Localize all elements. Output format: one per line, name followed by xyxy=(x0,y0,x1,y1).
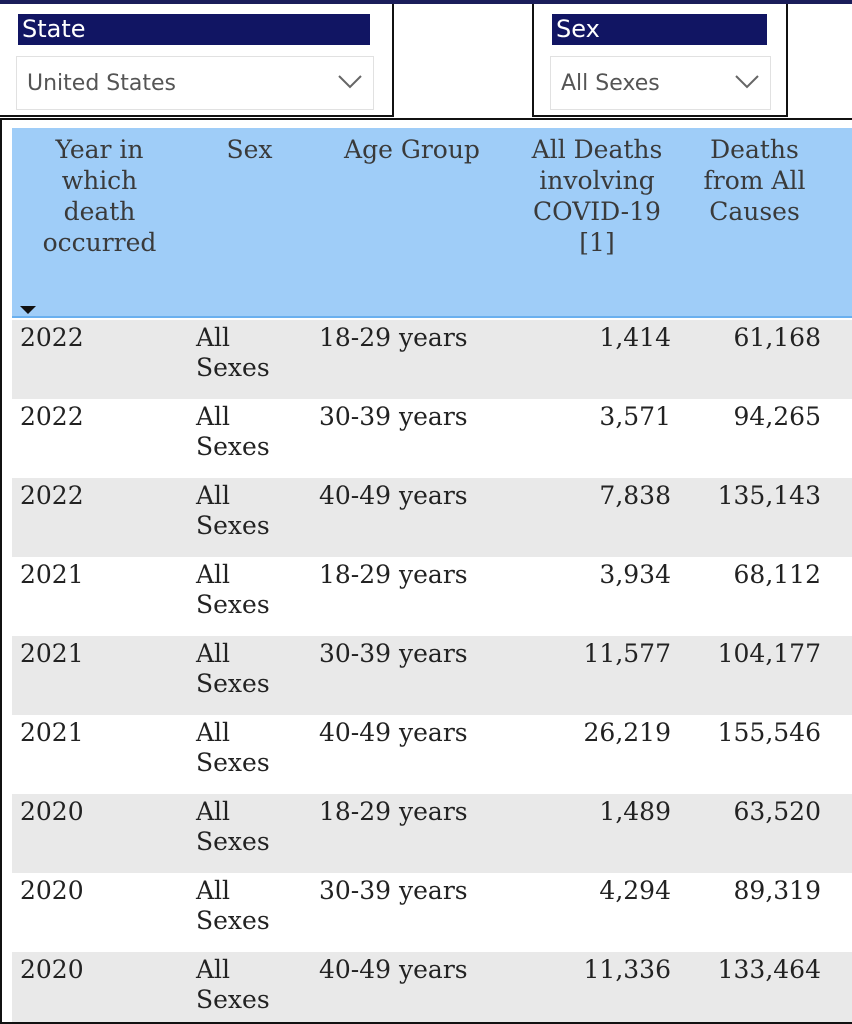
cell-year: 2020 xyxy=(20,797,84,826)
cell-all-deaths: 155,546 xyxy=(717,718,821,747)
table-row: 2020 All Sexes 40-49 years 11,336 133,46… xyxy=(12,952,852,1022)
cell-age-group: 40-49 years xyxy=(319,481,468,510)
cell-covid-deaths: 1,489 xyxy=(599,797,671,826)
column-header-age-group[interactable]: Age Group xyxy=(344,135,480,164)
cell-covid-deaths: 26,219 xyxy=(583,718,671,747)
cell-age-group: 40-49 years xyxy=(319,955,468,984)
cell-year: 2022 xyxy=(20,323,84,352)
cell-sex: All Sexes xyxy=(196,402,270,461)
chevron-down-icon[interactable] xyxy=(337,71,363,91)
table-body: 2022 All Sexes 18-29 years 1,414 61,168 … xyxy=(12,320,852,1022)
cell-covid-deaths: 11,577 xyxy=(583,639,671,668)
table-row: 2022 All Sexes 18-29 years 1,414 61,168 xyxy=(12,320,852,399)
cell-sex: All Sexes xyxy=(196,876,270,935)
state-slicer: State United States xyxy=(0,4,394,117)
cell-age-group: 30-39 years xyxy=(319,639,468,668)
cell-all-deaths: 133,464 xyxy=(717,955,821,984)
table-row: 2020 All Sexes 18-29 years 1,489 63,520 xyxy=(12,794,852,873)
cell-sex: All Sexes xyxy=(196,797,270,856)
cell-all-deaths: 104,177 xyxy=(717,639,821,668)
cell-all-deaths: 63,520 xyxy=(733,797,821,826)
cell-all-deaths: 94,265 xyxy=(733,402,821,431)
cell-sex: All Sexes xyxy=(196,481,270,540)
table-row: 2021 All Sexes 30-39 years 11,577 104,17… xyxy=(12,636,852,715)
table-row: 2021 All Sexes 40-49 years 26,219 155,54… xyxy=(12,715,852,794)
cell-all-deaths: 68,112 xyxy=(733,560,821,589)
cell-all-deaths: 135,143 xyxy=(717,481,821,510)
cell-year: 2021 xyxy=(20,718,84,747)
cell-year: 2020 xyxy=(20,876,84,905)
cell-all-deaths: 89,319 xyxy=(733,876,821,905)
column-header-covid-deaths[interactable]: All Deaths involving COVID-19 [1] xyxy=(531,135,663,257)
column-header-year[interactable]: Year in which death occurred xyxy=(42,135,157,257)
table-row: 2021 All Sexes 18-29 years 3,934 68,112 xyxy=(12,557,852,636)
cell-age-group: 18-29 years xyxy=(319,323,468,352)
sex-dropdown[interactable]: All Sexes xyxy=(550,56,771,110)
state-slicer-title: State xyxy=(18,14,370,45)
cell-year: 2021 xyxy=(20,560,84,589)
sort-descending-icon[interactable] xyxy=(20,306,36,314)
cell-sex: All Sexes xyxy=(196,639,270,698)
cell-covid-deaths: 4,294 xyxy=(599,876,671,905)
state-dropdown[interactable]: United States xyxy=(16,56,374,110)
table-row: 2022 All Sexes 40-49 years 7,838 135,143 xyxy=(12,478,852,557)
cell-sex: All Sexes xyxy=(196,955,270,1014)
sex-slicer: Sex All Sexes xyxy=(532,4,788,117)
sex-dropdown-value: All Sexes xyxy=(561,71,660,96)
sex-slicer-title: Sex xyxy=(552,14,767,45)
cell-sex: All Sexes xyxy=(196,718,270,777)
cell-covid-deaths: 3,934 xyxy=(599,560,671,589)
table-header: Year in which death occurred Sex Age Gro… xyxy=(12,128,852,318)
state-dropdown-value: United States xyxy=(27,71,176,96)
cell-year: 2021 xyxy=(20,639,84,668)
data-table: Year in which death occurred Sex Age Gro… xyxy=(0,118,852,1024)
cell-age-group: 18-29 years xyxy=(319,560,468,589)
cell-age-group: 18-29 years xyxy=(319,797,468,826)
cell-covid-deaths: 1,414 xyxy=(599,323,671,352)
cell-covid-deaths: 11,336 xyxy=(583,955,671,984)
cell-age-group: 30-39 years xyxy=(319,876,468,905)
column-header-sex[interactable]: Sex xyxy=(226,135,273,164)
cell-age-group: 40-49 years xyxy=(319,718,468,747)
cell-sex: All Sexes xyxy=(196,560,270,619)
cell-year: 2022 xyxy=(20,402,84,431)
cell-year: 2022 xyxy=(20,481,84,510)
table-row: 2022 All Sexes 30-39 years 3,571 94,265 xyxy=(12,399,852,478)
chevron-down-icon[interactable] xyxy=(734,71,760,91)
cell-covid-deaths: 3,571 xyxy=(599,402,671,431)
cell-year: 2020 xyxy=(20,955,84,984)
cell-all-deaths: 61,168 xyxy=(733,323,821,352)
column-header-all-deaths[interactable]: Deaths from All Causes xyxy=(703,135,806,226)
cell-covid-deaths: 7,838 xyxy=(599,481,671,510)
table-row: 2020 All Sexes 30-39 years 4,294 89,319 xyxy=(12,873,852,952)
top-border xyxy=(0,0,852,4)
cell-age-group: 30-39 years xyxy=(319,402,468,431)
cell-sex: All Sexes xyxy=(196,323,270,382)
